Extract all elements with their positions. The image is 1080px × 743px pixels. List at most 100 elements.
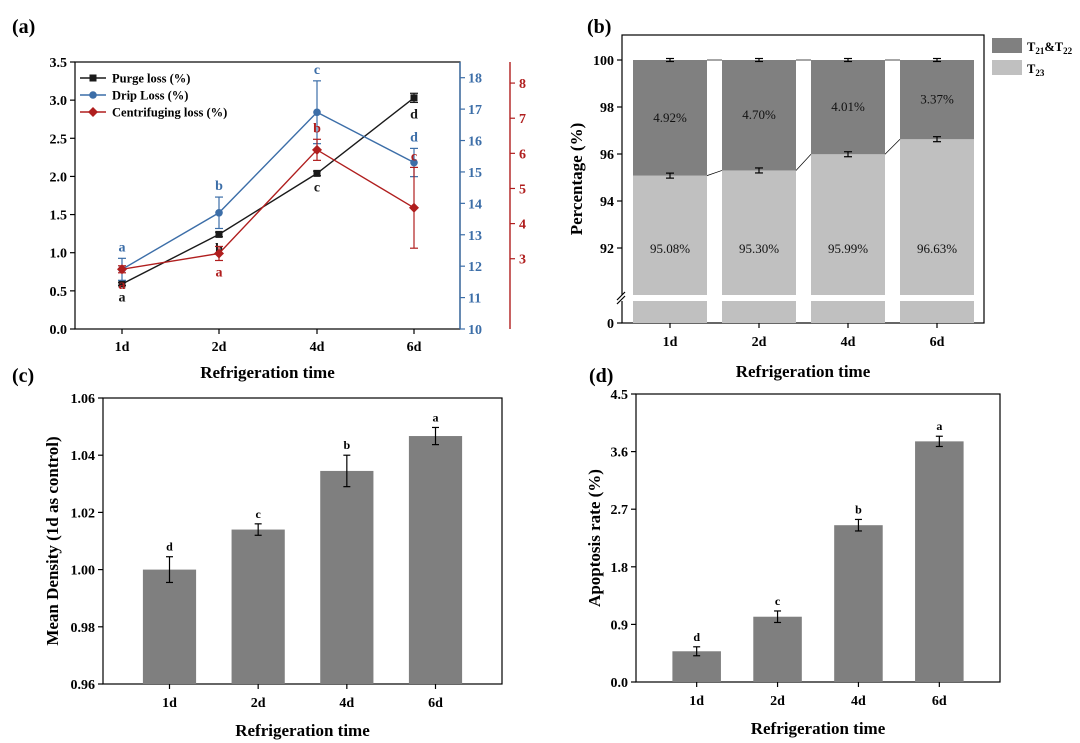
- y-tick-label: 0.0: [611, 676, 629, 691]
- panel-d: (d) d 1d c 2d b 4d a 6d 0.0 0.9 1.8 2.7 3.6 4.5 Refrige…: [585, 365, 1001, 738]
- legend-marker-diamond: [88, 107, 98, 117]
- significance-letter: a: [119, 278, 126, 293]
- significance-letter: d: [410, 130, 418, 145]
- legend-text-part: T: [1027, 40, 1036, 54]
- y-tick-label-centrifuge: 3: [519, 253, 526, 268]
- data-label-t21t22: 4.92%: [653, 110, 687, 125]
- plot-frame: [102, 397, 503, 685]
- y-tick-label-centrifuge: 7: [519, 112, 526, 127]
- bar-t21t22: [722, 60, 796, 171]
- x-tick-label: 2d: [251, 696, 266, 711]
- bar-t23: [722, 170, 796, 295]
- y-tick-label: 92: [600, 242, 614, 257]
- y-axis-title: Percentage (%): [567, 123, 586, 236]
- x-tick-label: 2d: [752, 335, 767, 350]
- y-tick-label-drip: 18: [468, 72, 482, 87]
- x-axis-title: Refrigeration time: [235, 721, 370, 740]
- y-tick-label: 1.02: [71, 506, 96, 521]
- axis-break-mark: [616, 291, 626, 301]
- bar: [320, 470, 374, 684]
- y-tick-label-drip: 17: [468, 103, 482, 118]
- legend-label-1: Drip Loss (%): [112, 89, 188, 103]
- y-tick-label-left: 2.0: [50, 170, 68, 185]
- significance-letter: d: [693, 630, 700, 644]
- x-tick-label: 6d: [932, 694, 947, 709]
- y-tick-label-left: 2.5: [50, 132, 68, 147]
- significance-letter: b: [215, 179, 223, 194]
- x-tick-label: 6d: [428, 696, 443, 711]
- legend-swatch-t23: [992, 60, 1022, 75]
- y-tick-label-centrifuge: 5: [519, 182, 526, 197]
- bar: [834, 525, 883, 682]
- x-axis-title: Refrigeration time: [200, 363, 335, 382]
- legend-swatch-t21t22: [992, 38, 1022, 53]
- significance-letter: b: [343, 438, 350, 452]
- y-tick-label: 1.06: [71, 392, 96, 407]
- legend-marker-square: [89, 74, 97, 82]
- y-tick-label: 0.9: [611, 618, 629, 633]
- data-point-drip: [215, 208, 223, 217]
- x-axis-title: Refrigeration time: [751, 719, 886, 738]
- panel-label-a: (a): [12, 16, 35, 38]
- plot-frame: [621, 34, 985, 324]
- y-tick-label: 98: [600, 101, 614, 116]
- y-tick-label-drip: 12: [468, 260, 482, 275]
- significance-letter: a: [433, 410, 439, 424]
- y-tick-label: 100: [593, 54, 614, 69]
- data-point-purge: [410, 94, 418, 102]
- y-tick-label-left: 0.0: [50, 323, 68, 338]
- bar: [753, 616, 802, 682]
- y-tick-label-left: 1.5: [50, 209, 68, 224]
- data-label-t23: 95.99%: [828, 241, 868, 256]
- y-tick-label: 1.04: [71, 449, 96, 464]
- axis-break-band: [623, 296, 983, 300]
- y-tick-label-drip: 16: [468, 135, 482, 150]
- y-tick-label-centrifuge: 8: [519, 77, 526, 92]
- legend-text-part: &T: [1044, 40, 1063, 54]
- panel-label-c: (c): [12, 365, 34, 387]
- data-label-t23: 96.63%: [917, 241, 957, 256]
- data-point-purge: [215, 230, 223, 238]
- data-point-purge: [313, 169, 321, 177]
- y-tick-label-drip: 15: [468, 166, 482, 181]
- connector-line: [884, 138, 901, 155]
- y-tick-label-left: 3.5: [50, 56, 68, 71]
- y-tick-label: 1.00: [71, 564, 96, 579]
- y-tick-label-drip: 13: [468, 229, 482, 244]
- bar-t23-base: [722, 301, 796, 323]
- panel-label-b: (b): [587, 16, 611, 38]
- y-axis-title: Mean Density (1d as control): [43, 436, 62, 645]
- y-tick-label-drip: 11: [468, 292, 481, 307]
- data-label-t23: 95.30%: [739, 241, 779, 256]
- panel-label-d: (d): [589, 365, 613, 387]
- significance-letter: d: [166, 540, 173, 554]
- x-tick-label: 2d: [212, 340, 227, 355]
- significance-letter: a: [216, 265, 223, 280]
- significance-letter: c: [314, 181, 320, 196]
- significance-letter: c: [411, 149, 417, 164]
- y-tick-label-centrifuge: 6: [519, 147, 526, 162]
- significance-letter: a: [119, 291, 126, 306]
- bar: [231, 529, 285, 684]
- x-tick-label: 4d: [851, 694, 866, 709]
- series-line-0: [121, 97, 415, 285]
- data-label-t21t22: 4.70%: [742, 107, 776, 122]
- y-tick-label: 0.96: [71, 678, 96, 693]
- bar-t21t22: [633, 60, 707, 176]
- y-tick-label-drip: 10: [468, 323, 482, 338]
- y-tick-label-left: 3.0: [50, 94, 68, 109]
- legend-text-part: T: [1027, 62, 1036, 76]
- y-tick-label: 2.7: [611, 503, 629, 518]
- bar: [408, 436, 463, 684]
- y-tick-label: 0.98: [71, 621, 96, 636]
- significance-letter: b: [855, 502, 862, 516]
- data-label-t21t22: 4.01%: [831, 99, 865, 114]
- data-point-centrifuge: [409, 202, 419, 213]
- significance-letter: c: [775, 594, 781, 608]
- panel-b: (b) 4.92% 95.08% 4.70% 95.30% 4.01% 95.99% 3.37…: [567, 16, 1073, 381]
- x-tick-label: 1d: [162, 696, 177, 711]
- panel-a: (a) 0.0 0.5 1.0 1.5 2.0 2.5 3.0 3.5 10 11 12 13 14 15 1…: [12, 16, 526, 382]
- y-tick-label: 96: [600, 148, 614, 163]
- series-line-2: [121, 148, 415, 270]
